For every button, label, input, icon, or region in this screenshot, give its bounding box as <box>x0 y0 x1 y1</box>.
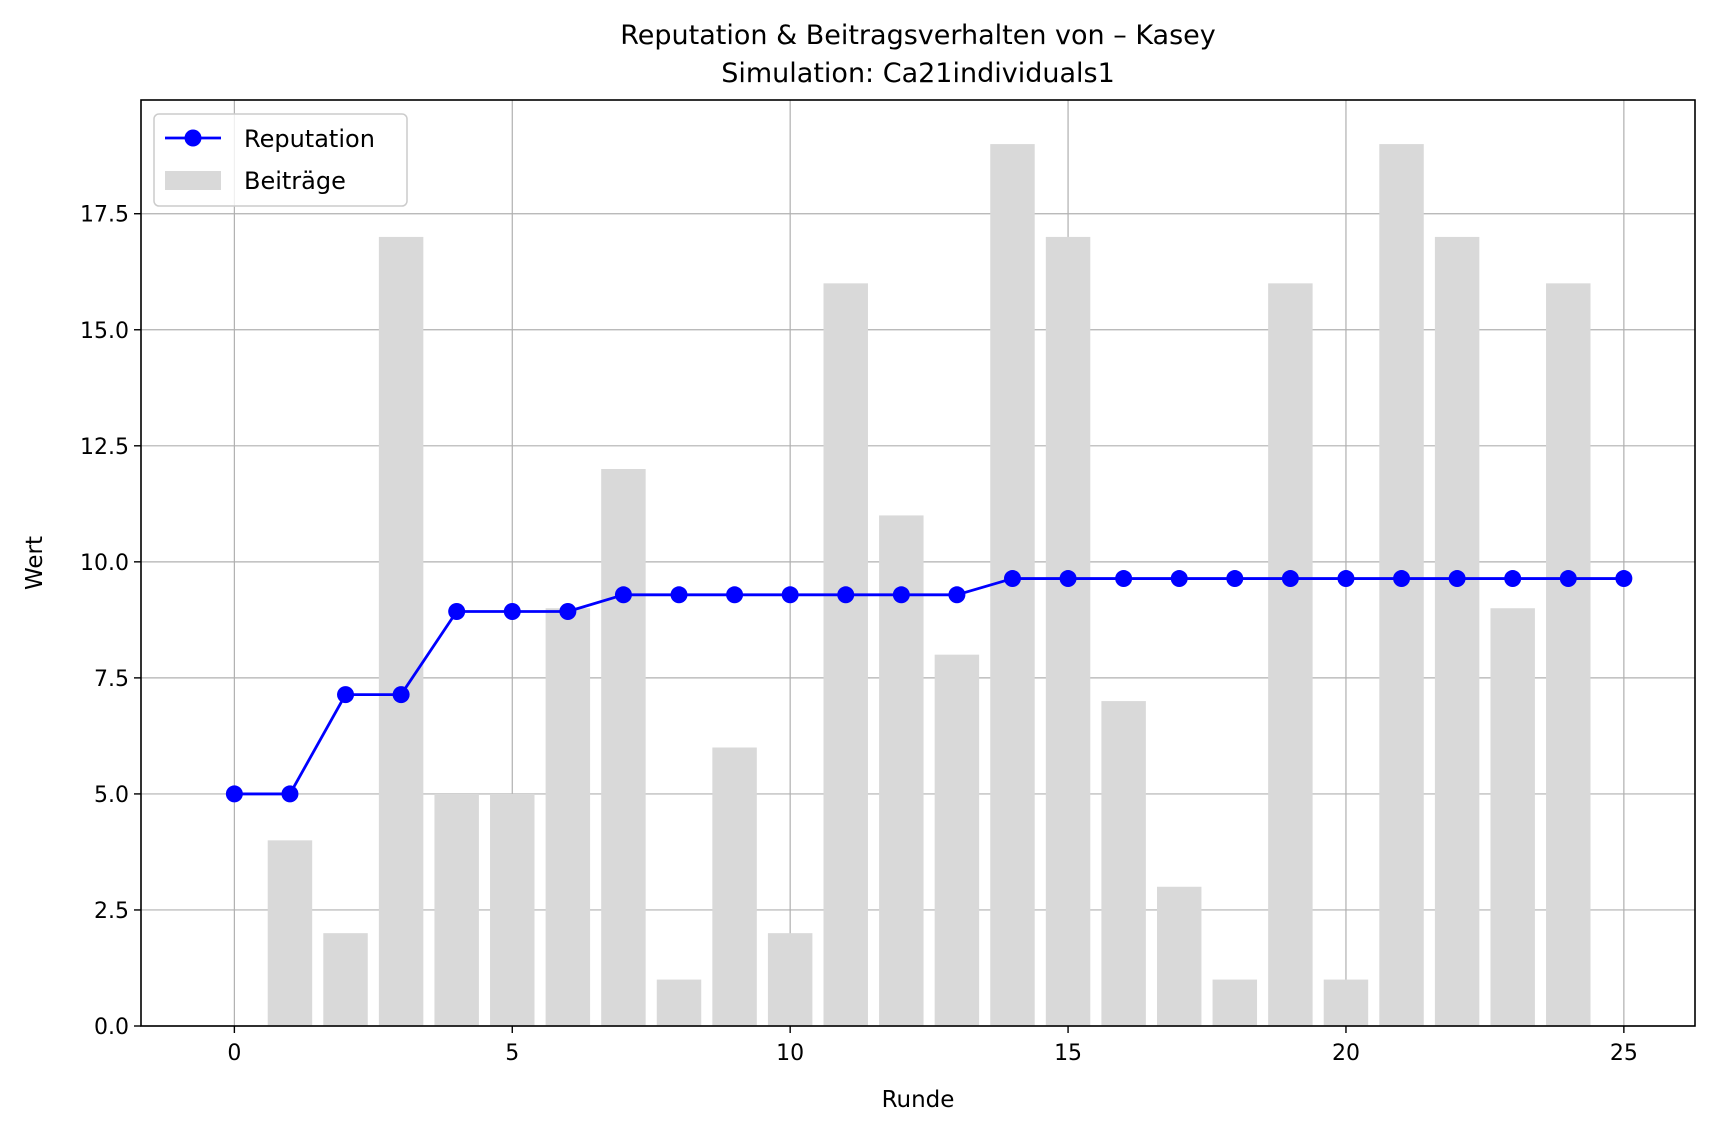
bar <box>934 654 980 1026</box>
reputation-point <box>726 586 744 604</box>
y-tick-label: 10.0 <box>80 551 129 576</box>
bar <box>1212 979 1258 1026</box>
line-reputation <box>225 570 1633 803</box>
bar <box>1490 608 1535 1026</box>
bar <box>601 469 646 1026</box>
legend: Reputation Beiträge <box>153 113 408 207</box>
x-tick-label: 10 <box>776 1041 804 1066</box>
y-tick-label: 2.5 <box>94 899 129 924</box>
reputation-point <box>1059 570 1077 588</box>
y-tick-label: 7.5 <box>94 667 129 692</box>
reputation-point <box>781 586 799 604</box>
reputation-point <box>892 586 910 604</box>
x-tick-label: 25 <box>1610 1041 1638 1066</box>
x-axis: 0 5 10 15 20 25 <box>227 1026 1638 1066</box>
y-tick-label: 17.5 <box>80 203 129 228</box>
bar <box>267 840 313 1026</box>
reputation-point <box>1559 570 1577 588</box>
reputation-point <box>281 785 299 803</box>
legend-label-beitraege: Beiträge <box>244 167 346 195</box>
x-tick-label: 15 <box>1054 1041 1082 1066</box>
reputation-point <box>614 586 632 604</box>
reputation-point <box>1003 570 1021 588</box>
bar <box>490 793 535 1026</box>
reputation-line <box>234 577 1624 796</box>
reputation-point <box>1281 570 1299 588</box>
bar <box>1434 236 1480 1027</box>
bar <box>323 933 368 1026</box>
reputation-point <box>1115 570 1133 588</box>
bar <box>767 933 813 1026</box>
y-tick-label: 5.0 <box>94 783 129 808</box>
reputation-point <box>1226 570 1244 588</box>
reputation-point <box>837 586 855 604</box>
reputation-point <box>337 686 355 704</box>
bar <box>1268 283 1313 1026</box>
reputation-point <box>1337 570 1355 588</box>
bar <box>378 236 424 1027</box>
bar <box>1045 236 1091 1027</box>
legend-bar-swatch <box>165 171 221 190</box>
bar <box>1323 979 1369 1026</box>
reputation-point <box>1393 570 1411 588</box>
bar <box>1546 283 1591 1026</box>
x-tick-label: 0 <box>227 1041 241 1066</box>
reputation-point <box>1170 570 1188 588</box>
reputation-point <box>1504 570 1522 588</box>
y-tick-label: 0.0 <box>94 1015 129 1040</box>
bar <box>434 793 479 1026</box>
y-axis-label: Wert <box>22 536 48 590</box>
x-axis-label: Runde <box>882 1087 955 1113</box>
y-tick-label: 15.0 <box>80 319 129 344</box>
legend-label-reputation: Reputation <box>244 125 375 153</box>
reputation-point <box>559 603 577 621</box>
bar <box>1156 886 1202 1026</box>
chart-subtitle: Simulation: Ca21individuals1 <box>721 58 1115 89</box>
reputation-point <box>503 603 521 621</box>
bar <box>1101 701 1146 1026</box>
y-tick-label: 12.5 <box>80 435 129 460</box>
bar <box>712 747 757 1026</box>
chart-title: Reputation & Beitragsverhalten von – Kas… <box>620 20 1216 51</box>
reputation-point <box>448 603 466 621</box>
bar <box>656 979 702 1026</box>
reputation-point <box>670 586 688 604</box>
reputation-point <box>948 586 966 604</box>
bar <box>545 608 591 1026</box>
legend-marker-swatch <box>184 129 202 147</box>
reputation-point <box>1448 570 1466 588</box>
bar <box>823 283 868 1026</box>
plot-frame <box>140 99 1696 1027</box>
reputation-point <box>1615 570 1633 588</box>
reputation-point <box>392 686 410 704</box>
x-tick-label: 20 <box>1332 1041 1360 1066</box>
y-axis: 0.0 2.5 5.0 7.5 10.0 12.5 15.0 17.5 <box>80 203 141 1040</box>
bars-beitraege <box>267 144 1591 1027</box>
x-tick-label: 5 <box>505 1041 519 1066</box>
reputation-point <box>225 785 243 803</box>
